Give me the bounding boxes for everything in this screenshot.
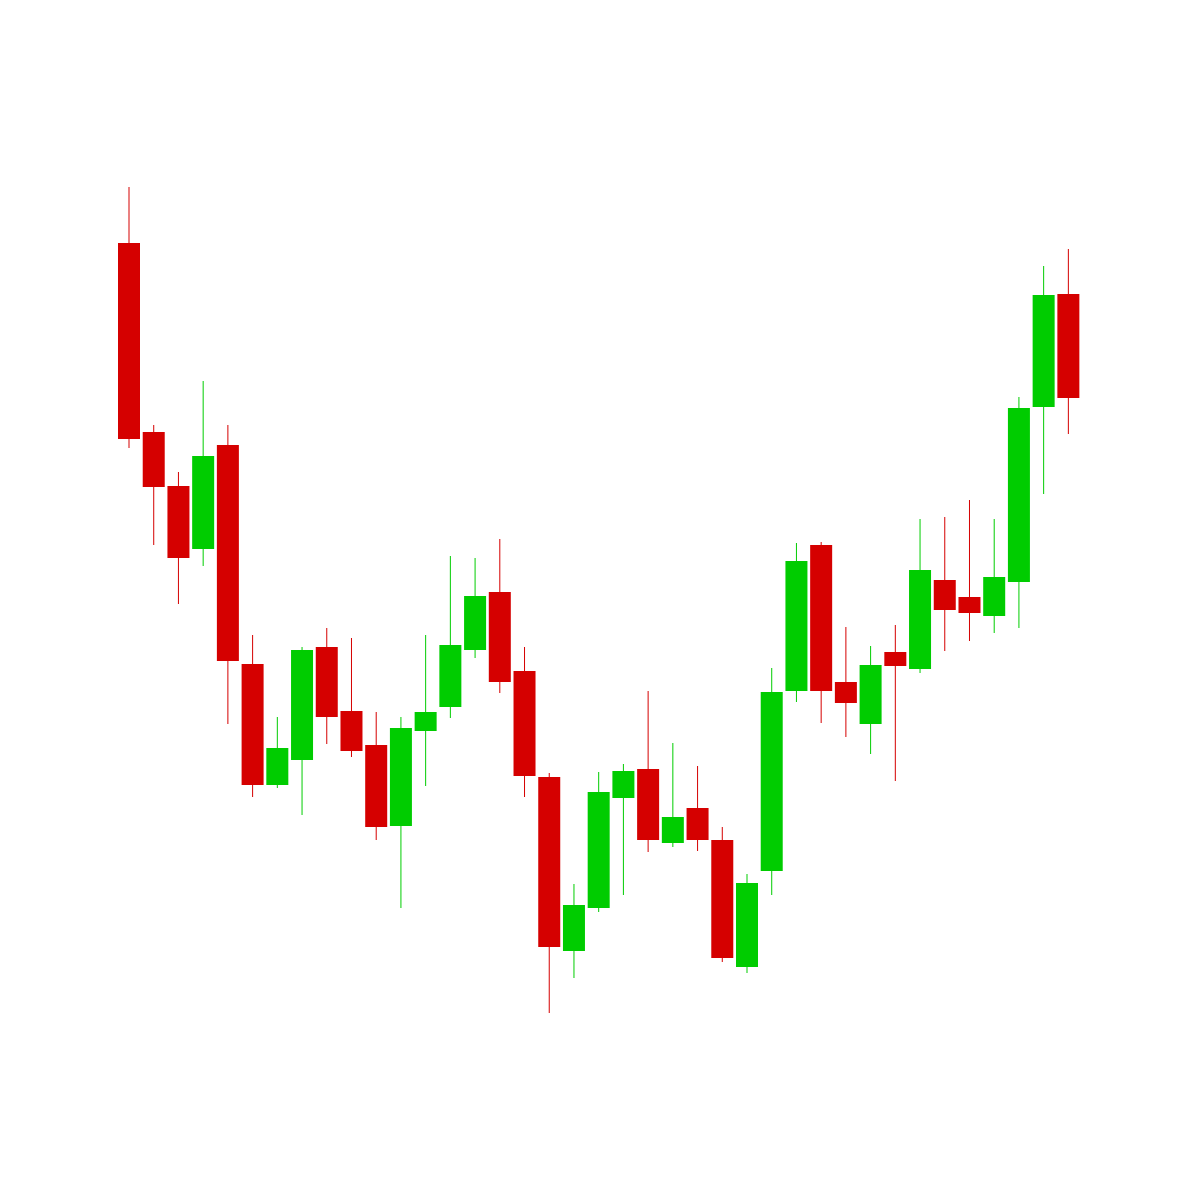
candle-body (241, 664, 264, 785)
candle-body (365, 745, 388, 827)
candle-body (661, 817, 684, 843)
candle-body (464, 596, 487, 650)
candle-body (488, 592, 511, 682)
candle-body (340, 711, 363, 751)
candle-body (933, 580, 956, 610)
candle-body (810, 545, 833, 691)
candle-body (859, 665, 882, 724)
candle-body (142, 432, 165, 487)
candle-body (513, 671, 536, 776)
candle-body (958, 597, 981, 613)
candle-body (192, 456, 215, 549)
candle-body (760, 692, 783, 871)
candle-body (637, 769, 660, 840)
candle-body (118, 243, 140, 439)
candle-body (414, 712, 437, 731)
candle-body (389, 728, 412, 826)
candle-body (612, 771, 635, 798)
candle-body (167, 486, 190, 558)
candle-body (686, 808, 709, 840)
candle-body (216, 445, 239, 661)
candle-body (587, 792, 610, 908)
candle-body (711, 840, 734, 958)
candle-body (266, 748, 289, 785)
candle-body (538, 777, 561, 947)
candle-body (291, 650, 314, 760)
candle-body (834, 682, 857, 703)
candle-body (439, 645, 462, 707)
candle-body (562, 905, 585, 951)
candle-body (785, 561, 808, 691)
candle-body (1057, 294, 1080, 398)
candle-body (315, 647, 338, 717)
candle-body (736, 883, 758, 967)
candle-body (1032, 295, 1055, 407)
candle-body (884, 652, 907, 666)
candle-body (1007, 408, 1030, 582)
candle-body (983, 577, 1006, 616)
candle-body (909, 570, 932, 669)
